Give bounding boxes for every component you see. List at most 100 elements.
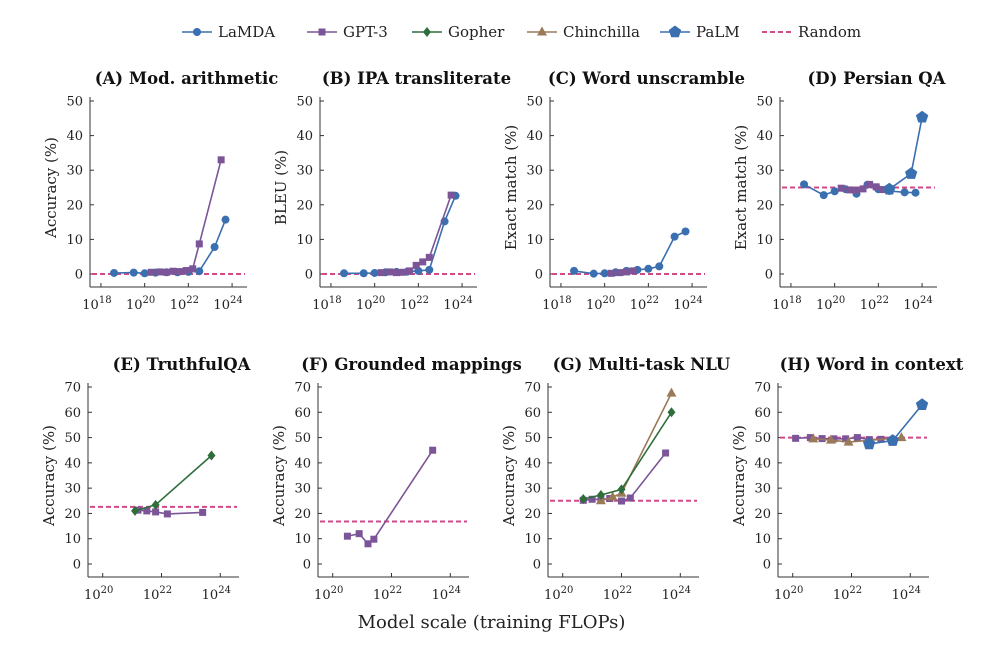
x-tick-label: 1022: [860, 295, 889, 313]
y-axis-label: Accuracy (%): [42, 137, 60, 239]
panel-f: (F) Grounded mappings010203040506070Accu…: [270, 355, 522, 603]
data-point: [447, 191, 455, 199]
x-tick-label: 1018: [312, 295, 341, 313]
x-tick-exponent: 18: [99, 295, 112, 306]
series-lamda: [340, 191, 460, 278]
series-gpt-3: [607, 267, 637, 277]
data-point: [163, 268, 170, 276]
y-tick-label: 40: [64, 456, 81, 471]
y-tick-label: 20: [296, 198, 313, 213]
x-tick-exponent: 24: [448, 585, 461, 596]
y-tick-label: 70: [524, 381, 541, 396]
x-tick-label: 1022: [170, 295, 199, 313]
y-axis-label: Accuracy (%): [730, 425, 748, 527]
x-tick-label: 1018: [82, 295, 111, 313]
data-point: [151, 499, 160, 510]
y-tick-label: 0: [535, 268, 543, 283]
y-axis-label: Accuracy (%): [40, 425, 58, 527]
y-axis-label: Exact match (%): [502, 125, 520, 251]
x-tick-label: 1018: [772, 295, 801, 313]
y-tick-label: 60: [524, 406, 541, 421]
x-tick-exponent: 20: [373, 295, 386, 306]
x-tick-exponent: 22: [619, 585, 632, 596]
data-point: [629, 267, 637, 275]
data-point: [859, 185, 867, 193]
y-tick-label: 20: [294, 507, 311, 522]
x-tick-exponent: 24: [920, 295, 933, 306]
data-point: [176, 268, 184, 276]
panel-title: (D) Persian QA: [808, 69, 946, 88]
y-tick-label: 30: [524, 482, 541, 497]
y-tick-label: 30: [756, 164, 773, 179]
legend-entry-random: Random: [762, 23, 861, 41]
x-tick-label: 1024: [202, 585, 231, 603]
x-tick-label: 1018: [542, 295, 571, 313]
data-point: [370, 535, 378, 543]
x-tick-label: 1024: [213, 295, 242, 313]
y-tick-label: 30: [66, 164, 83, 179]
data-point: [131, 505, 140, 516]
y-axis-label: Accuracy (%): [500, 425, 518, 527]
data-point: [800, 180, 809, 189]
x-tick-exponent: 24: [230, 295, 243, 306]
data-point: [626, 494, 634, 502]
data-point: [412, 261, 420, 269]
series-line: [583, 411, 673, 500]
data-point: [825, 434, 836, 444]
x-tick-label: 1024: [673, 295, 702, 313]
data-point: [163, 510, 171, 518]
y-tick-label: 40: [526, 129, 543, 144]
data-point: [666, 387, 677, 397]
x-tick-exponent: 22: [876, 295, 889, 306]
legend-label: LaMDA: [218, 23, 275, 41]
data-point: [147, 268, 155, 276]
data-point: [819, 191, 828, 200]
data-point: [140, 269, 149, 278]
data-point: [842, 435, 850, 443]
series-line: [344, 195, 457, 275]
panel-title: (C) Word unscramble: [548, 69, 745, 88]
y-tick-label: 60: [64, 406, 81, 421]
data-point: [915, 110, 929, 123]
x-tick-label: 1020: [774, 585, 803, 603]
panel-title: (A) Mod. arithmetic: [95, 69, 279, 88]
data-point: [364, 540, 372, 548]
y-tick-label: 10: [524, 532, 541, 547]
data-point: [872, 183, 880, 191]
y-tick-label: 40: [756, 129, 773, 144]
y-tick-label: 30: [754, 482, 771, 497]
y-tick-label: 10: [296, 233, 313, 248]
data-point: [644, 264, 653, 273]
x-tick-exponent: 24: [218, 585, 231, 596]
legend-entry-palm: PaLM: [660, 23, 740, 41]
y-tick-label: 0: [765, 268, 773, 283]
y-tick-label: 50: [66, 95, 83, 110]
data-point: [221, 215, 230, 224]
series-palm: [883, 110, 929, 195]
x-tick-label: 1020: [816, 295, 845, 313]
data-point: [616, 269, 624, 277]
legend-label: Random: [798, 23, 861, 41]
data-point: [429, 446, 437, 454]
data-point: [905, 167, 918, 179]
data-point: [110, 268, 119, 277]
x-tick-exponent: 22: [416, 295, 429, 306]
y-tick-label: 0: [303, 558, 311, 573]
y-tick-label: 20: [754, 507, 771, 522]
x-tick-label: 1020: [84, 585, 113, 603]
y-tick-label: 50: [526, 95, 543, 110]
y-tick-label: 60: [294, 406, 311, 421]
data-point: [863, 437, 876, 450]
data-point: [570, 266, 579, 275]
series-gpt-3: [343, 446, 437, 548]
y-tick-label: 40: [524, 456, 541, 471]
legend-label: Chinchilla: [563, 23, 640, 41]
y-tick-label: 0: [763, 558, 771, 573]
y-tick-label: 10: [754, 532, 771, 547]
series-line: [813, 436, 902, 443]
series-gpt-3: [377, 191, 455, 277]
